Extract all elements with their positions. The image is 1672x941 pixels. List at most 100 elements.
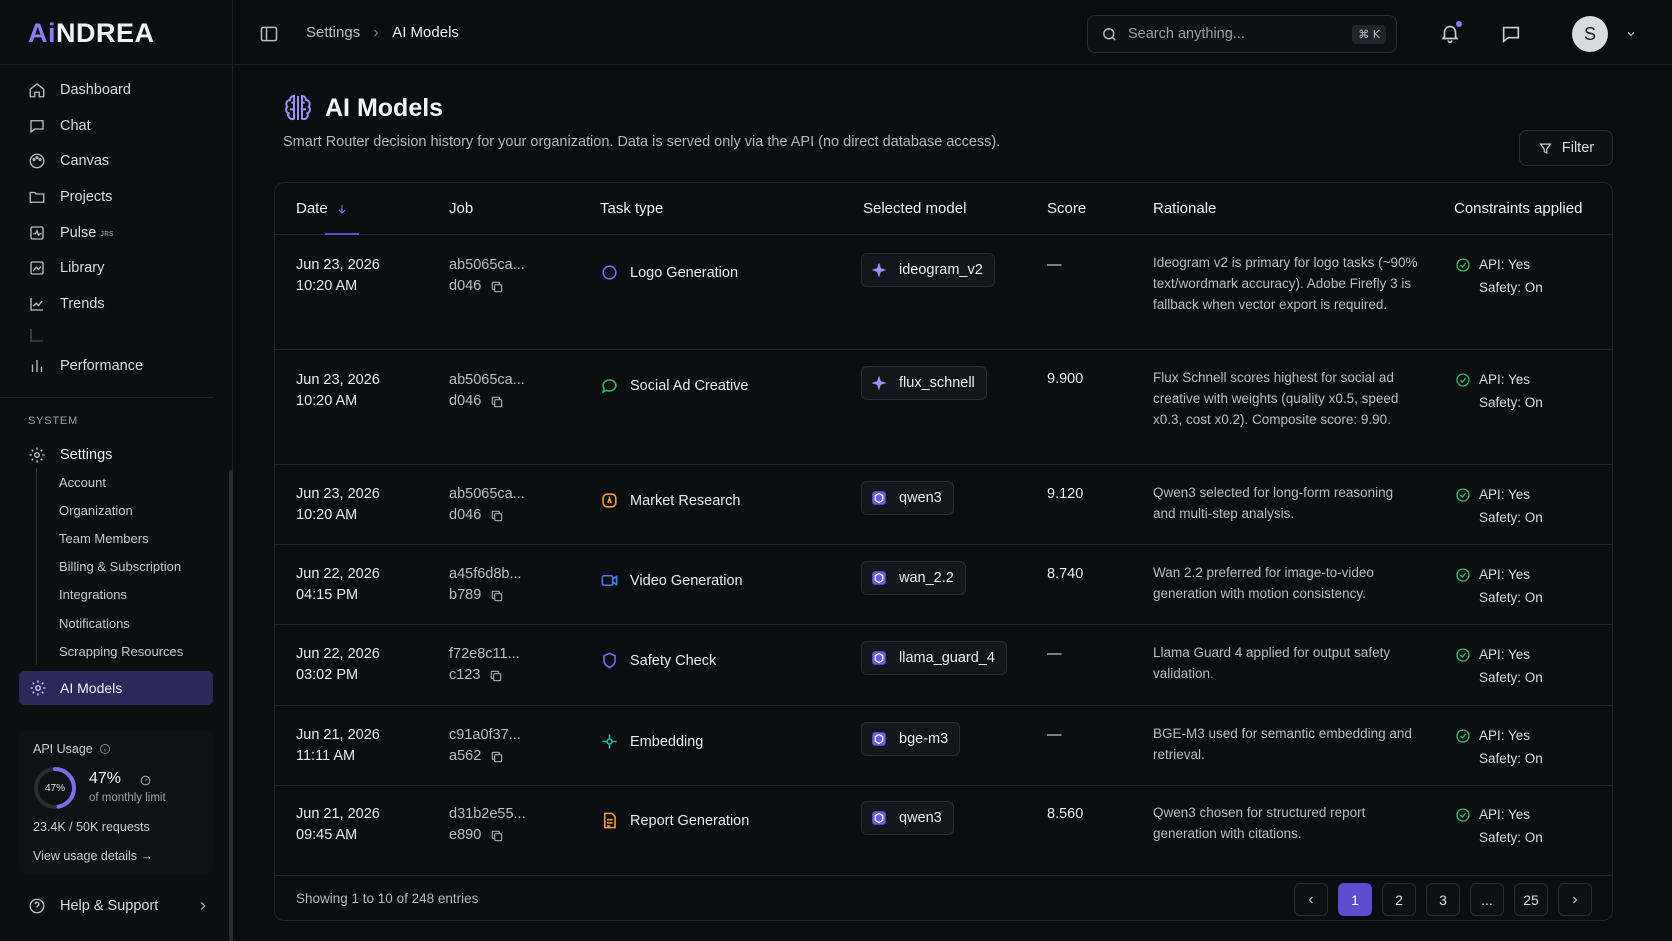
- sidebar-item-label: Settings: [60, 447, 113, 463]
- copy-icon[interactable]: [490, 280, 504, 294]
- bell-icon[interactable]: [1439, 22, 1461, 44]
- model-chip[interactable]: qwen3: [861, 801, 954, 835]
- gear-icon: [29, 447, 45, 463]
- table-row[interactable]: Jun 22, 2026 04:15 PM a45f6d8b... b789 V…: [275, 545, 1612, 625]
- check-circle-icon: [1456, 647, 1470, 662]
- shield-icon: [603, 652, 616, 669]
- chevron-right-icon: [1573, 896, 1578, 903]
- video-icon: [601, 574, 618, 587]
- research-icon: [602, 493, 617, 508]
- subnav-item-integrations[interactable]: Integrations: [59, 587, 127, 603]
- model-chip[interactable]: qwen3: [861, 481, 954, 515]
- sort-indicator: [325, 233, 359, 235]
- table-row[interactable]: Jun 23, 2026 10:20 AM ab5065ca... d046 L…: [275, 235, 1612, 350]
- sidebar-item-dashboard[interactable]: Dashboard: [16, 72, 216, 108]
- table-row[interactable]: Jun 21, 2026 09:45 AM d31b2e55... e890 R…: [275, 786, 1612, 875]
- constraints-cell: API: Yes Safety: On: [1455, 368, 1543, 414]
- view-usage-details-link[interactable]: View usage details →: [33, 849, 153, 863]
- model-chip[interactable]: llama_guard_4: [861, 641, 1007, 675]
- subnav-item-organization[interactable]: Organization: [59, 502, 133, 518]
- sidebar: AiNDREA Dashboard Chat Canvas Projects P…: [0, 0, 233, 941]
- page-subtitle: Smart Router decision history for your o…: [283, 134, 1001, 150]
- check-circle-icon: [1456, 257, 1470, 272]
- avatar[interactable]: S: [1572, 16, 1608, 52]
- subnav-item-notifications[interactable]: Notifications: [59, 615, 130, 631]
- trend-icon: [30, 297, 43, 311]
- model-logo-icon: [871, 262, 887, 278]
- trend-icon: [30, 328, 43, 342]
- column-header-selected-model: Selected model: [863, 200, 967, 217]
- divider: [0, 64, 233, 65]
- copy-icon[interactable]: [490, 395, 504, 409]
- page-button-1[interactable]: 1: [1338, 883, 1372, 916]
- sidebar-item-trends[interactable]: Trends: [16, 286, 216, 322]
- sidebar-toggle-icon[interactable]: [259, 24, 279, 44]
- page-title: AI Models: [325, 94, 444, 122]
- page-button-2[interactable]: 2: [1382, 883, 1416, 916]
- page-button-25[interactable]: 25: [1514, 883, 1548, 916]
- job-cell: ab5065ca... d046: [449, 486, 525, 523]
- search-box[interactable]: ⌘ K: [1087, 15, 1397, 53]
- table-row[interactable]: Jun 22, 2026 03:02 PM f72e8c11... c123 S…: [275, 625, 1612, 706]
- usage-ring: [34, 767, 76, 809]
- info-icon[interactable]: [99, 743, 111, 755]
- sidebar-item-settings[interactable]: Settings: [16, 438, 216, 472]
- sidebar-item-performance[interactable]: Performance: [16, 348, 216, 384]
- rationale-cell: Llama Guard 4 applied for output safety …: [1153, 645, 1391, 681]
- model-chip[interactable]: ideogram_v2: [861, 253, 995, 287]
- breadcrumb: Settings AI Models: [306, 24, 459, 41]
- subnav-item-account[interactable]: Account: [59, 474, 106, 490]
- model-chip[interactable]: bge-m3: [861, 722, 961, 756]
- task-type-cell: Social Ad Creative: [600, 376, 748, 395]
- page-button-3[interactable]: 3: [1426, 883, 1460, 916]
- usage-requests: 23.4K / 50K requests: [33, 820, 150, 834]
- table-row[interactable]: Jun 23, 2026 10:20 AM ab5065ca... d046 M…: [275, 465, 1612, 545]
- copy-icon[interactable]: [490, 829, 504, 843]
- filter-button[interactable]: Filter: [1519, 130, 1613, 166]
- table-row[interactable]: Jun 21, 2026 11:11 AM c91a0f37... a562 E…: [275, 706, 1612, 786]
- model-logo-icon: [872, 811, 886, 825]
- copy-icon[interactable]: [489, 669, 503, 683]
- divider: [0, 397, 214, 398]
- page-ellipsis: ...: [1470, 883, 1504, 916]
- job-cell: f72e8c11... c123: [449, 646, 520, 683]
- score-cell: 8.740: [1047, 566, 1084, 582]
- brand-logo[interactable]: AiNDREA: [28, 18, 155, 48]
- task-type-cell: Logo Generation: [600, 263, 738, 282]
- subnav-item-billing[interactable]: Billing & Subscription: [59, 559, 182, 575]
- message-icon[interactable]: [1500, 23, 1522, 45]
- score-cell: —: [1047, 257, 1062, 273]
- folder-icon: [29, 191, 45, 203]
- sidebar-item-canvas[interactable]: Canvas: [16, 143, 216, 179]
- sidebar-item-chat[interactable]: Chat: [16, 108, 216, 144]
- copy-icon[interactable]: [490, 589, 504, 603]
- search-icon: [1103, 27, 1116, 41]
- pulse-badge: ᴊʀs: [100, 227, 114, 238]
- next-page-button[interactable]: [1558, 883, 1592, 916]
- sidebar-item-label: Library: [60, 260, 105, 277]
- sidebar-item-library[interactable]: Library: [16, 250, 216, 286]
- chevron-down-icon[interactable]: [1625, 28, 1637, 40]
- constraints-cell: API: Yes Safety: On: [1455, 563, 1543, 609]
- sidebar-item-ai-models[interactable]: AI Models: [19, 671, 213, 705]
- table-row[interactable]: Jun 23, 2026 10:20 AM ab5065ca... d046 S…: [275, 350, 1612, 465]
- copy-icon[interactable]: [490, 750, 504, 764]
- breadcrumb-settings[interactable]: Settings: [306, 24, 361, 41]
- sidebar-item-pulse[interactable]: Pulse ᴊʀs: [16, 215, 216, 251]
- sidebar-item-label: Chat: [60, 117, 91, 134]
- column-header-date[interactable]: Date: [296, 200, 348, 217]
- help-support-button[interactable]: Help & Support: [16, 889, 216, 923]
- model-chip[interactable]: wan_2.2: [861, 561, 966, 595]
- subnav-item-scrapping-resources[interactable]: Scrapping Resources: [59, 643, 184, 659]
- topbar: Settings AI Models ⌘ K S: [233, 0, 1672, 65]
- sidebar-item-label: Canvas: [60, 153, 110, 170]
- sidebar-item-projects[interactable]: Projects: [16, 179, 216, 215]
- prev-page-button[interactable]: [1294, 883, 1328, 916]
- model-chip[interactable]: flux_schnell: [861, 366, 987, 400]
- copy-icon[interactable]: [490, 509, 504, 523]
- search-input[interactable]: [1128, 26, 1348, 42]
- sidebar-item-label: Dashboard: [60, 81, 131, 98]
- subnav-item-team-members[interactable]: Team Members: [59, 530, 149, 546]
- help-icon: [29, 898, 45, 914]
- sidebar-scrollbar[interactable]: [229, 470, 233, 941]
